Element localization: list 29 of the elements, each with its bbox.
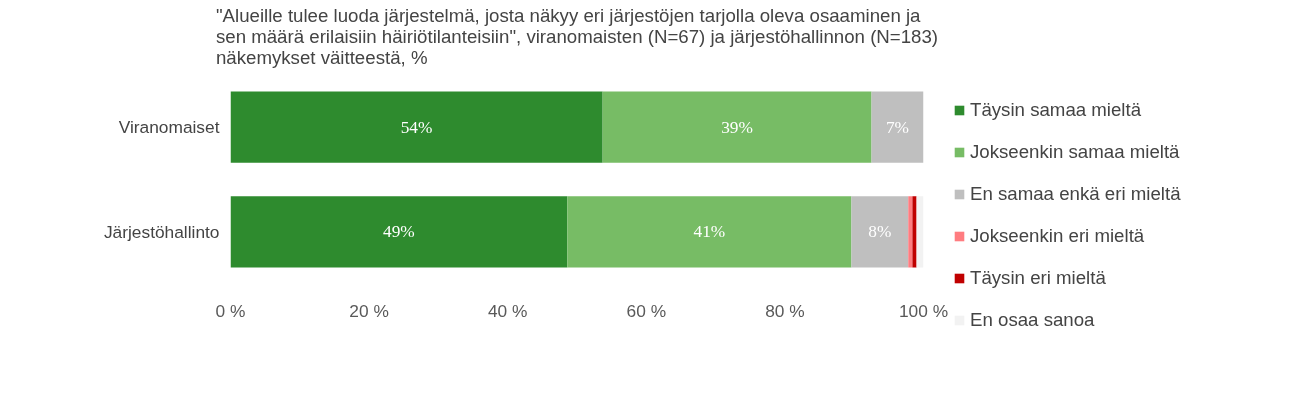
data-label: 49% [383, 222, 415, 242]
legend-label: Jokseenkin eri mieltä [970, 225, 1145, 247]
legend-label: Täysin samaa mieltä [970, 99, 1142, 121]
x-tick-label: 40 % [487, 300, 528, 321]
chart-title: "Alueille tulee luoda järjestelmä, josta näkyy eri järjestöjen tarjolla oleva osaaminen ja sen määrä erilaisiin häiriötilanteisiin", viranomaisten (N=67) ja järjestöhallinnon (N=183) näkemykset väitteestä, % [215, 4, 939, 68]
data-label: 41% [693, 222, 726, 242]
bar [230, 196, 568, 268]
bar [908, 196, 913, 268]
bar [602, 91, 872, 163]
data-label: 54% [400, 117, 433, 137]
data-label: 39% [721, 117, 753, 137]
bar [871, 91, 924, 163]
data-label: 7% [885, 117, 910, 137]
x-tick-label: 60 % [626, 300, 667, 321]
bar [912, 196, 917, 268]
data-label: 8% [868, 222, 892, 242]
legend-label: Täysin eri mieltä [970, 267, 1106, 289]
y-tick-label: Viranomaiset [118, 117, 220, 138]
legend-label: En osaa sanoa [970, 309, 1095, 331]
bar [851, 196, 909, 268]
bar [567, 196, 852, 268]
legend-label: En samaa enkä eri mieltä [970, 183, 1181, 205]
x-tick-label: 80 % [765, 300, 805, 321]
x-tick-label: 0 % [215, 300, 246, 321]
x-tick-label: 20 % [349, 300, 389, 321]
bar [230, 91, 603, 163]
y-tick-label: Järjestöhallinto [103, 221, 220, 242]
x-tick-label: 100 % [898, 300, 949, 321]
legend-label: Jokseenkin samaa mieltä [970, 141, 1180, 163]
